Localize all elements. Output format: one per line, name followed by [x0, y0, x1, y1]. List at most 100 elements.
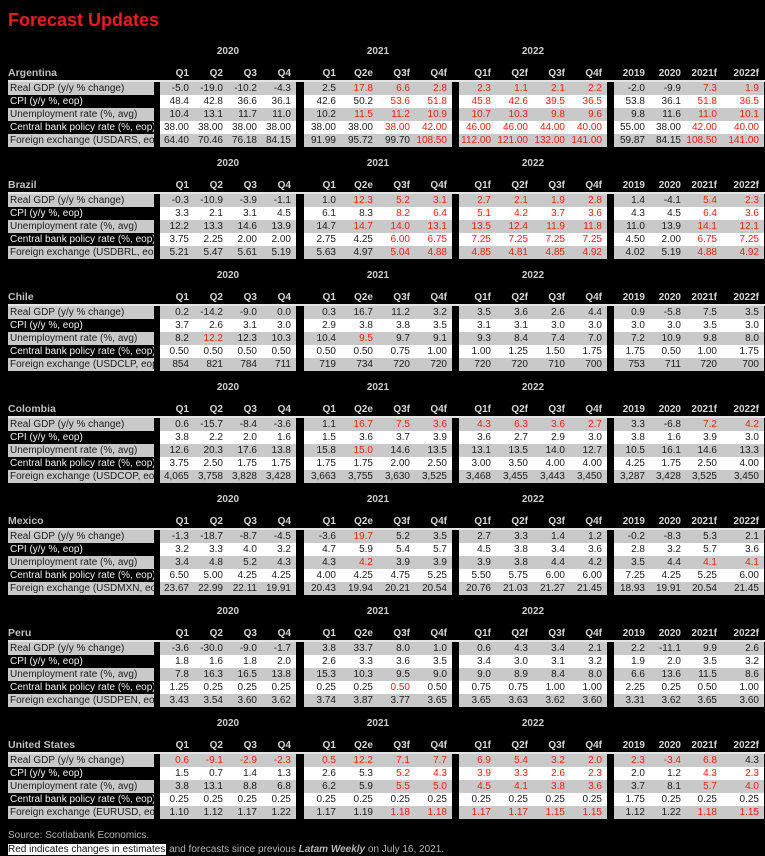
table-cell: 2.2 — [614, 642, 650, 655]
table-cell: 1.0 — [304, 194, 341, 207]
column-header: Q3f — [393, 740, 410, 751]
table-cell: 4.3 — [686, 767, 722, 780]
table-cell: 45.8 — [459, 95, 496, 108]
table-cell: 4.1 — [496, 780, 533, 793]
column-header: 2019 — [622, 516, 645, 527]
footer: Source: Scotiabank Economics. Red indica… — [8, 829, 765, 856]
country-block: 2020 2021 2022 Chile Q1 Q2 Q3 Q4 Q1 Q2e Q3f Q4f Q1f Q… — [8, 269, 765, 371]
column-header: Q4 — [277, 180, 291, 191]
table-cell: 3.6 — [415, 418, 452, 431]
table-cell: 0.25 — [650, 793, 686, 806]
column-header: 2021f — [691, 740, 717, 751]
table-cell: 4.02 — [614, 246, 650, 259]
table-row: Foreign exchange (USDCOP, eop) 4,065 3,758… — [8, 470, 765, 483]
table-cell: 1.6 — [650, 431, 686, 444]
table-cell: 4.92 — [722, 246, 764, 259]
table-cell: 16.7 — [341, 306, 378, 319]
table-cell: 4.3 — [415, 767, 452, 780]
table-cell: 1.18 — [686, 806, 722, 819]
country-name: Peru — [8, 627, 32, 639]
table-cell: 2.6 — [533, 767, 570, 780]
column-header: Q2e — [354, 404, 373, 415]
table-row: Foreign exchange (USDARS, eop) 64.40 70.46… — [8, 134, 765, 147]
table-cell: 10.1 — [722, 108, 764, 121]
table-cell: 0.25 — [686, 793, 722, 806]
table-cell: 3.0 — [650, 319, 686, 332]
table-cell: 5.2 — [378, 530, 415, 543]
row-label: Unemployment rate (%, avg) — [8, 220, 154, 233]
table-cell: 2.7 — [570, 418, 607, 431]
table-cell: 1.2 — [650, 767, 686, 780]
table-cell: 6.1 — [304, 207, 341, 220]
column-header: Q2e — [354, 68, 373, 79]
table-cell: 2.6 — [194, 319, 228, 332]
table-cell: 19.91 — [262, 582, 296, 595]
table-cell: 53.6 — [378, 95, 415, 108]
column-header: 2019 — [622, 404, 645, 415]
table-cell: 7.1 — [378, 754, 415, 767]
table-cell: 12.2 — [341, 754, 378, 767]
table-cell: 42.6 — [496, 95, 533, 108]
table-cell: 4.3 — [722, 754, 764, 767]
table-cell: 11.0 — [686, 108, 722, 121]
table-cell: 4.2 — [496, 207, 533, 220]
table-cell: 12.6 — [160, 444, 194, 457]
table-cell: 1.75 — [570, 345, 607, 358]
table-cell: -10.2 — [228, 82, 262, 95]
table-cell: 6.75 — [415, 233, 452, 246]
table-cell: 6.9 — [459, 754, 496, 767]
year-group-label: 2020 — [216, 494, 240, 505]
table-cell: 2.00 — [262, 233, 296, 246]
table-cell: -18.7 — [194, 530, 228, 543]
table-cell: -4.5 — [262, 530, 296, 543]
table-cell: 1.50 — [533, 345, 570, 358]
table-cell: 19.94 — [341, 582, 378, 595]
column-header: 2022f — [733, 516, 759, 527]
table-cell: 84.15 — [262, 134, 296, 147]
table-cell: 13.3 — [194, 220, 228, 233]
table-cell: 4.5 — [650, 207, 686, 220]
table-cell: 1.75 — [262, 457, 296, 470]
table-cell: 3.8 — [160, 780, 194, 793]
table-cell: 734 — [341, 358, 378, 371]
table-cell: 4.4 — [650, 556, 686, 569]
row-label: Real GDP (y/y % change) — [8, 530, 154, 543]
table-cell: 0.25 — [228, 793, 262, 806]
table-cell: 0.25 — [160, 793, 194, 806]
table-cell: 3.3 — [496, 767, 533, 780]
table-cell: 6.3 — [496, 418, 533, 431]
table-cell: 141.00 — [722, 134, 764, 147]
table-cell: 3.5 — [415, 319, 452, 332]
table-cell: 2.9 — [533, 431, 570, 444]
table-cell: 13.5 — [415, 444, 452, 457]
table-row: Real GDP (y/y % change) 0.6 -15.7 -8.4 -3.6 1… — [8, 418, 765, 431]
table-cell: -5.0 — [160, 82, 194, 95]
column-header-row: Argentina Q1 Q2 Q3 Q4 Q1 Q2e Q3f Q4f Q1f Q2f Q3f Q4f… — [8, 65, 765, 82]
table-cell: 2.9 — [304, 319, 341, 332]
table-cell: 8.6 — [722, 668, 764, 681]
table-cell: 6.00 — [570, 569, 607, 582]
table-cell: 4.25 — [341, 569, 378, 582]
row-label: Central bank policy rate (%, eop) — [10, 346, 154, 357]
table-cell: 5.50 — [459, 569, 496, 582]
column-header: Q4 — [277, 516, 291, 527]
table-cell: 9.8 — [614, 108, 650, 121]
table-cell: 0.50 — [378, 681, 415, 694]
table-cell: 4.00 — [533, 457, 570, 470]
table-cell: 0.25 — [722, 793, 764, 806]
table-cell: 1.00 — [722, 681, 764, 694]
table-cell: 10.3 — [496, 108, 533, 121]
table-cell: 1.75 — [228, 457, 262, 470]
table-cell: 64.40 — [160, 134, 194, 147]
row-label: Foreign exchange (USDPEN, eop) — [8, 694, 154, 707]
column-header: Q3f — [393, 68, 410, 79]
table-cell: 3.5 — [686, 655, 722, 668]
table-cell: 3.6 — [570, 543, 607, 556]
table-cell: 14.0 — [378, 220, 415, 233]
table-cell: 2.0 — [228, 431, 262, 444]
column-header: 2021f — [691, 404, 717, 415]
table-cell: 76.18 — [228, 134, 262, 147]
table-cell: 3.0 — [533, 319, 570, 332]
table-cell: 3.0 — [262, 319, 296, 332]
table-row: Unemployment rate (%, avg) 8.2 12.2 12.3 10.… — [8, 332, 765, 345]
